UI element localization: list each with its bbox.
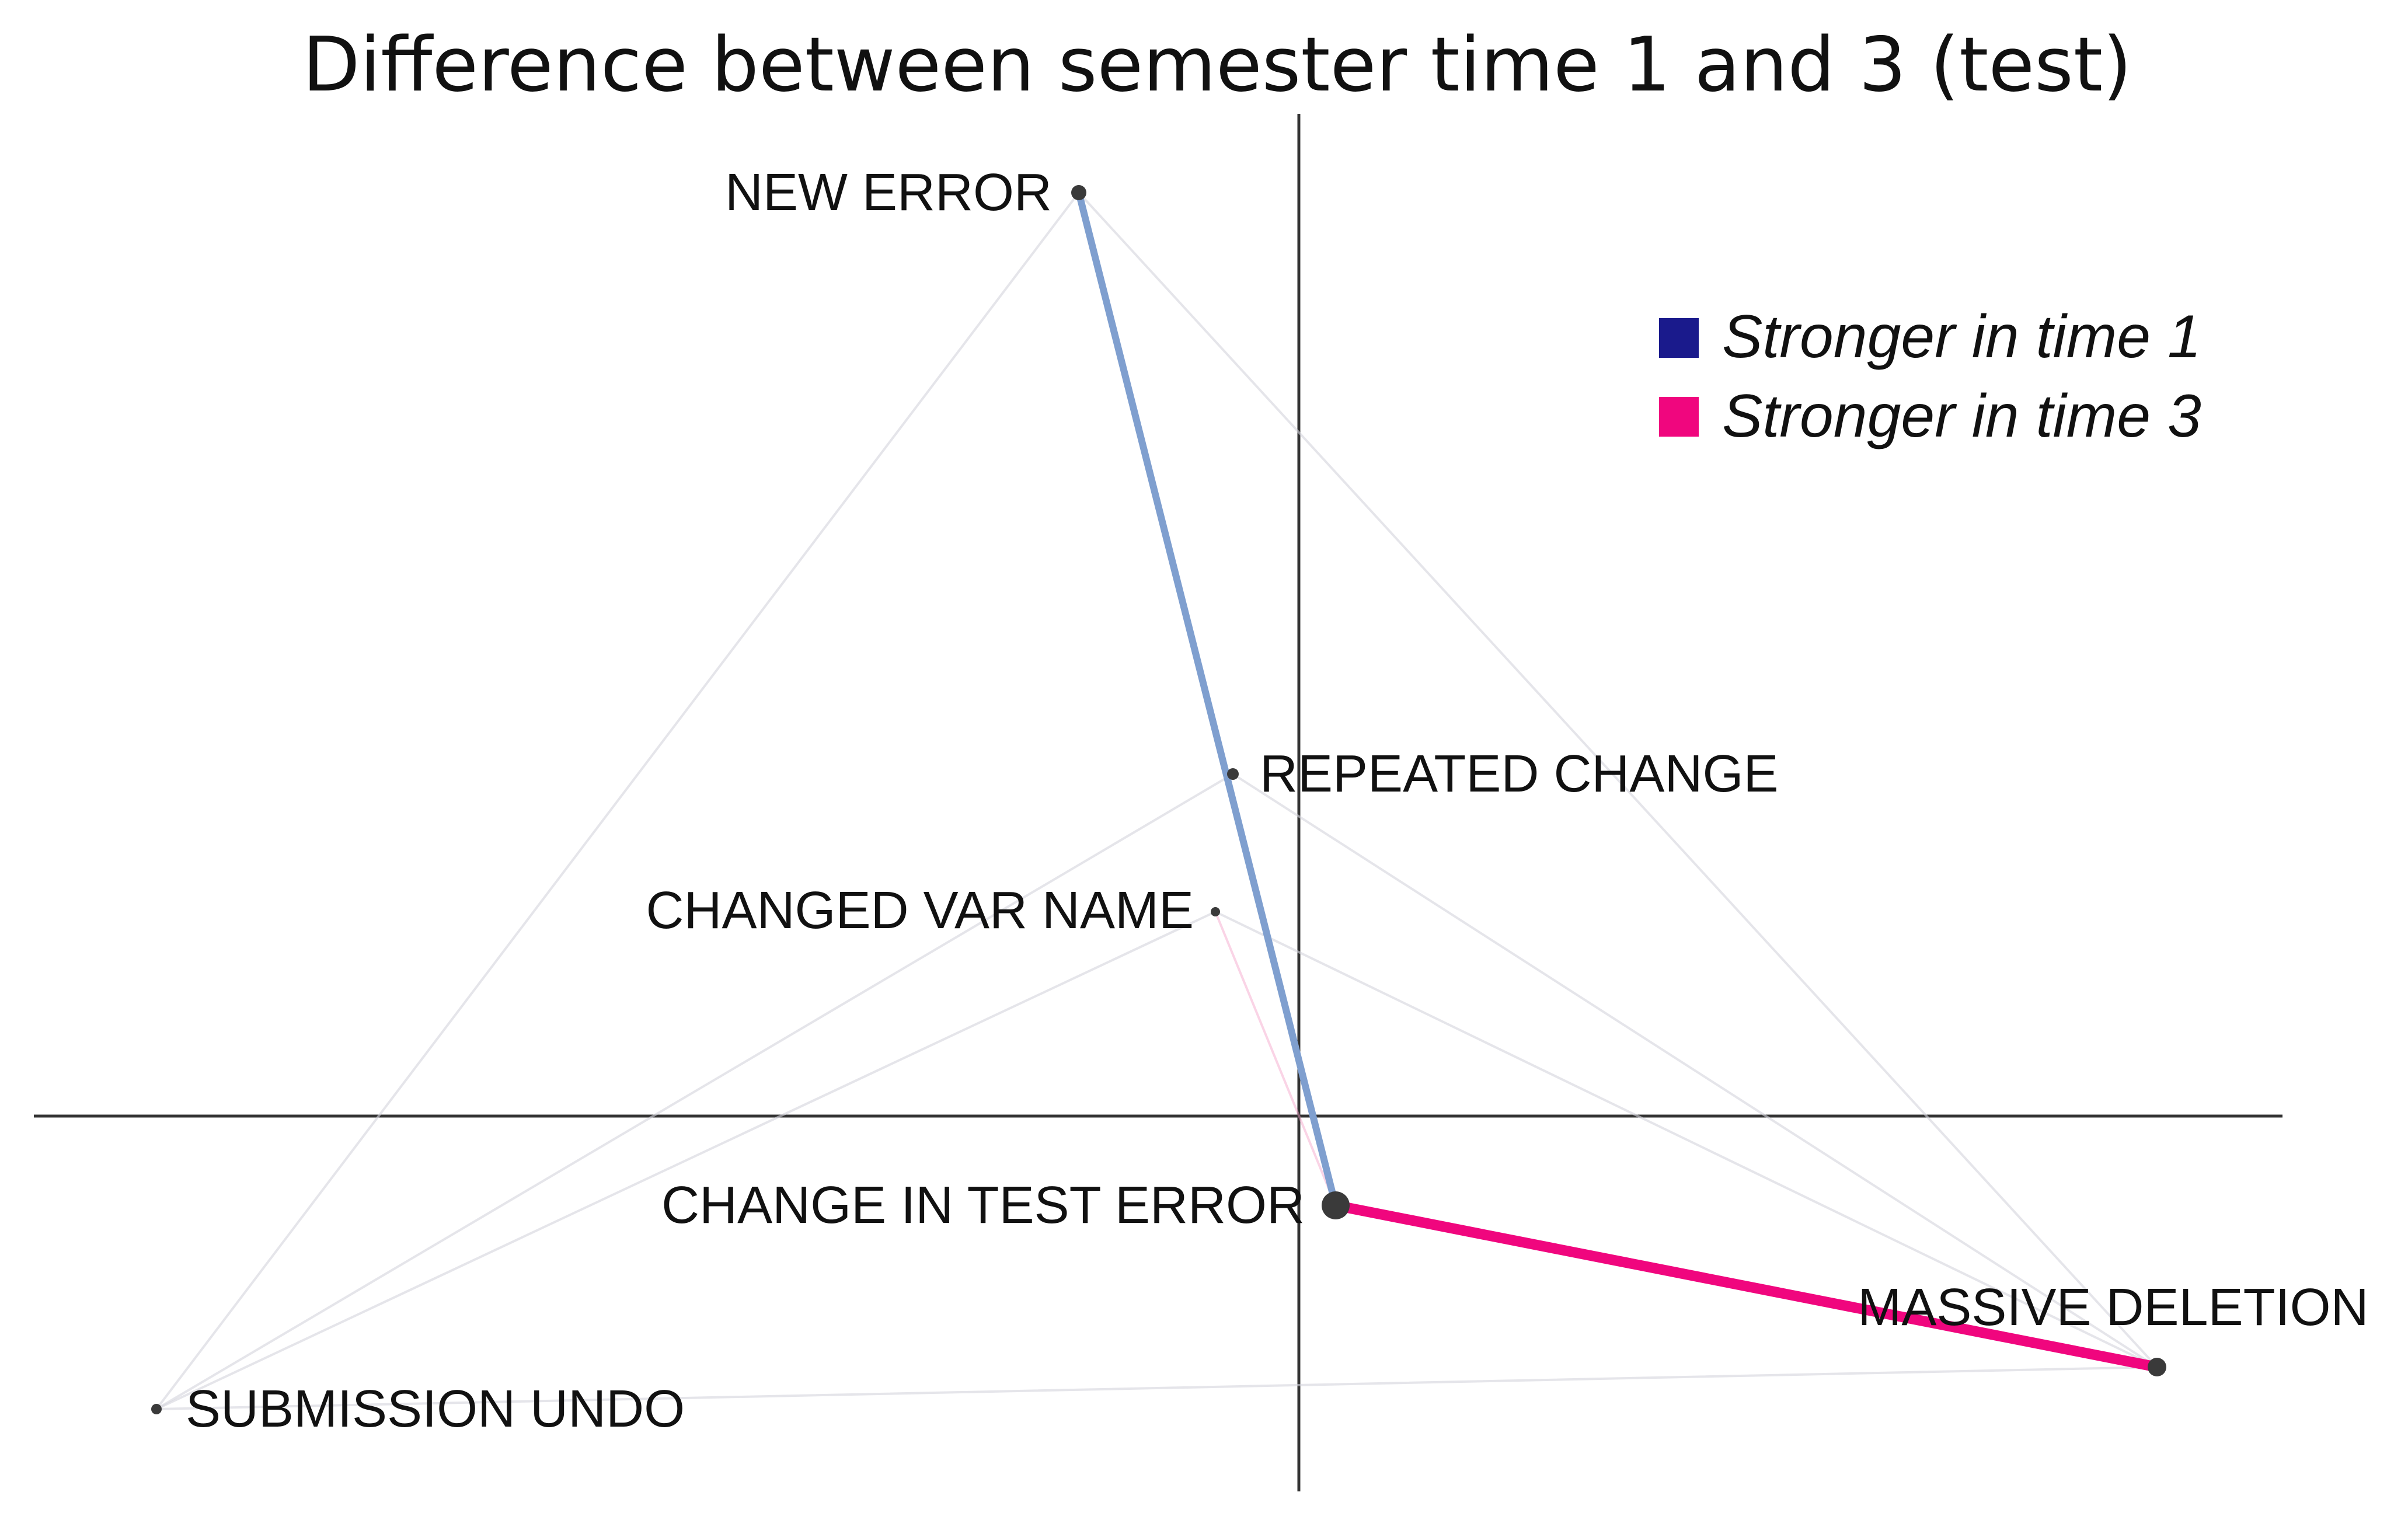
- node-label: CHANGED VAR NAME: [646, 881, 1194, 940]
- edge-repeated-change-to-submission-undo: [155, 773, 1234, 1410]
- node-massive-deletion[interactable]: MASSIVE DELETION: [1858, 1278, 2369, 1376]
- edge-changed-var-name-to-change-in-test-error: [1214, 911, 1337, 1207]
- node-dot: [1322, 1191, 1350, 1219]
- edge-change-in-test-error-to-massive-deletion: [1330, 1200, 2162, 1372]
- edge-new-error-to-massive-deletion: [1078, 191, 2158, 1368]
- node-change-in-test-error[interactable]: CHANGE IN TEST ERROR: [661, 1176, 1350, 1235]
- node-dot: [1071, 185, 1086, 200]
- node-dot: [151, 1404, 162, 1414]
- node-dot: [1211, 907, 1220, 916]
- node-repeated-change[interactable]: REPEATED CHANGE: [1227, 745, 1779, 803]
- node-label: NEW ERROR: [725, 163, 1052, 222]
- legend-label-time3: Stronger in time 3: [1722, 382, 2201, 450]
- node-label: REPEATED CHANGE: [1260, 745, 1779, 803]
- legend: Stronger in time 1 Stronger in time 3: [1659, 303, 2201, 450]
- node-label: SUBMISSION UNDO: [186, 1380, 685, 1438]
- legend-swatch-time3: [1659, 397, 1699, 437]
- legend-item-time3: Stronger in time 3: [1659, 382, 2201, 450]
- diagram-title: Difference between semester time 1 and 3…: [302, 22, 2132, 109]
- node-changed-var-name[interactable]: CHANGED VAR NAME: [646, 881, 1220, 940]
- edge-changed-var-name-to-massive-deletion: [1214, 911, 2158, 1368]
- edge-changed-var-name-to-submission-undo: [155, 911, 1217, 1410]
- edge-submission-undo-to-massive-deletion: [155, 1366, 2158, 1410]
- edges-layer: [155, 189, 2162, 1410]
- nodes-layer: NEW ERROR REPEATED CHANGE CHANGED VAR NA…: [151, 163, 2369, 1438]
- legend-label-time1: Stronger in time 1: [1722, 303, 2201, 371]
- node-submission-undo[interactable]: SUBMISSION UNDO: [151, 1380, 685, 1438]
- node-label: MASSIVE DELETION: [1858, 1278, 2368, 1337]
- node-new-error[interactable]: NEW ERROR: [725, 163, 1086, 222]
- node-dot: [2148, 1358, 2166, 1376]
- legend-item-time1: Stronger in time 1: [1659, 303, 2201, 371]
- edge-new-error-to-submission-undo: [155, 191, 1080, 1410]
- edge-repeated-change-to-massive-deletion: [1232, 773, 2158, 1368]
- node-label: CHANGE IN TEST ERROR: [661, 1176, 1305, 1235]
- node-dot: [1227, 768, 1239, 780]
- edge-new-error-to-change-in-test-error: [1075, 189, 1339, 1209]
- legend-swatch-time1: [1659, 318, 1699, 358]
